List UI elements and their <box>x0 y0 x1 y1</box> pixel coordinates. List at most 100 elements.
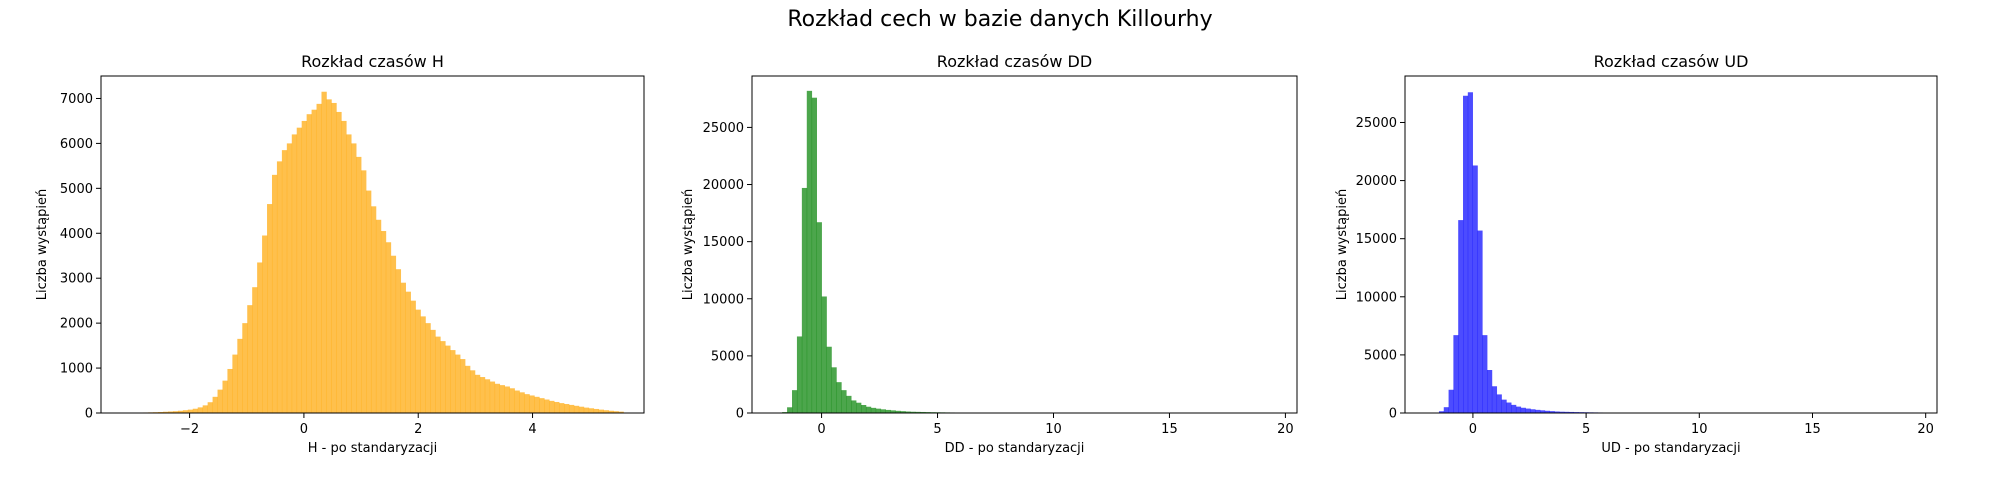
histogram-bar <box>811 97 817 414</box>
y-tick-label: 7000 <box>60 92 93 107</box>
histogram-bar <box>455 354 461 413</box>
histogram-bar <box>1568 411 1574 413</box>
histogram-bar <box>430 329 436 413</box>
histogram-bar <box>366 190 372 413</box>
histogram-bar <box>172 411 179 413</box>
x-tick-label: 0 <box>817 422 825 437</box>
x-tick-label: 10 <box>1691 422 1708 437</box>
x-tick-label: 4 <box>528 422 536 437</box>
histogram-bar <box>801 187 808 413</box>
histogram-bar <box>618 411 624 413</box>
histogram-bar <box>1520 407 1526 413</box>
x-tick-label: 20 <box>1277 422 1294 437</box>
ticks: −2 0 2 4 0 1000 2000 3000 4000 5000 6000 7000 <box>60 92 537 437</box>
histogram-bar <box>509 388 515 413</box>
y-tick-label: 15000 <box>1356 232 1397 247</box>
histogram-bar <box>905 411 911 413</box>
histogram-bar <box>1443 407 1449 413</box>
histogram-bar <box>1458 220 1464 413</box>
histogram-bar <box>494 383 501 413</box>
y-tick-label: 0 <box>736 407 744 422</box>
histogram-bar <box>207 402 213 413</box>
x-tick-label: 10 <box>1045 422 1062 437</box>
histogram-bar <box>247 305 253 413</box>
histogram-bar <box>484 379 491 413</box>
histogram-bar <box>1559 411 1565 413</box>
histogram-bar <box>237 338 243 413</box>
x-tick-label: 15 <box>1804 422 1821 437</box>
histogram-bar <box>232 354 238 413</box>
y-tick-label: 5000 <box>60 182 93 197</box>
histogram-bar <box>217 389 223 413</box>
histogram-bar <box>613 411 619 413</box>
histogram-bar <box>529 395 535 413</box>
histogram-bar <box>1515 406 1522 413</box>
histogram-bar <box>445 345 451 413</box>
histogram-bar <box>880 409 886 413</box>
histogram-bar <box>242 323 248 413</box>
histogram-bar <box>870 407 877 413</box>
histogram-bar <box>588 408 595 413</box>
histogram-bar <box>564 404 570 413</box>
subplot-h: Rozkład czasów H H - po standaryzacji Li… <box>35 52 645 456</box>
y-axis-label: Liczba wystąpień <box>681 189 696 300</box>
y-axis-label: Liczba wystąpień <box>1335 189 1350 300</box>
histogram-bar <box>608 410 614 413</box>
histogram-bar <box>499 385 505 413</box>
histogram-bar <box>425 323 431 413</box>
histogram-bar <box>316 103 322 414</box>
y-tick-label: 10000 <box>1356 290 1397 305</box>
histogram-bar <box>1511 404 1517 413</box>
histogram-bar <box>356 156 362 413</box>
histogram-bar <box>380 231 387 413</box>
x-axis-label: DD - po standaryzacji <box>945 441 1085 456</box>
histogram-bar <box>1539 410 1546 413</box>
histogram-bar <box>1448 389 1454 413</box>
histogram-bar <box>177 410 184 413</box>
histogram-bar <box>197 407 204 413</box>
histogram-bar <box>474 374 481 413</box>
axes-frame <box>751 75 1298 414</box>
y-tick-label: 4000 <box>60 227 93 242</box>
histogram-bar <box>915 411 921 413</box>
histogram-bar <box>370 206 377 413</box>
chart-title: Rozkład czasów H <box>301 52 444 71</box>
histogram-bar <box>479 377 486 413</box>
x-axis-label: UD - po standaryzacji <box>1601 441 1740 456</box>
histogram-bar <box>861 405 867 413</box>
histogram-bar <box>514 390 520 413</box>
x-tick-label: −2 <box>180 422 199 437</box>
chart-title: Rozkład czasów UD <box>1594 52 1749 71</box>
histogram-bar <box>583 407 590 413</box>
histogram-bar <box>346 134 352 413</box>
histogram-bar <box>1549 411 1555 413</box>
histogram-bar <box>321 91 327 413</box>
y-tick-label: 15000 <box>703 235 744 250</box>
histogram-bar <box>469 370 476 413</box>
x-tick-label: 5 <box>1582 422 1590 437</box>
histogram-bar <box>787 407 793 413</box>
histogram-bar <box>554 401 560 413</box>
histogram-bar <box>271 174 278 413</box>
axes-frame <box>100 75 645 414</box>
histogram-bar <box>920 411 926 413</box>
histogram-bar <box>435 336 441 413</box>
histogram-bar <box>524 394 530 413</box>
histogram-bar <box>281 150 288 413</box>
histogram-bar <box>1544 410 1550 413</box>
histogram-bar <box>578 406 585 413</box>
x-tick-label: 20 <box>1917 422 1934 437</box>
y-tick-label: 20000 <box>1356 174 1397 189</box>
histogram-bar <box>276 161 283 413</box>
histogram-bar <box>192 408 199 413</box>
y-tick-label: 0 <box>1389 407 1397 422</box>
histogram-bar <box>890 410 896 413</box>
histogram-bar <box>227 368 233 413</box>
histogram-bar <box>1491 386 1498 413</box>
histogram-bar <box>544 399 550 413</box>
histogram-bar <box>836 382 842 413</box>
y-tick-label: 5000 <box>1364 348 1397 363</box>
histogram-bar <box>885 409 891 413</box>
histogram-bar <box>1453 335 1459 413</box>
histogram-bar <box>460 359 466 413</box>
